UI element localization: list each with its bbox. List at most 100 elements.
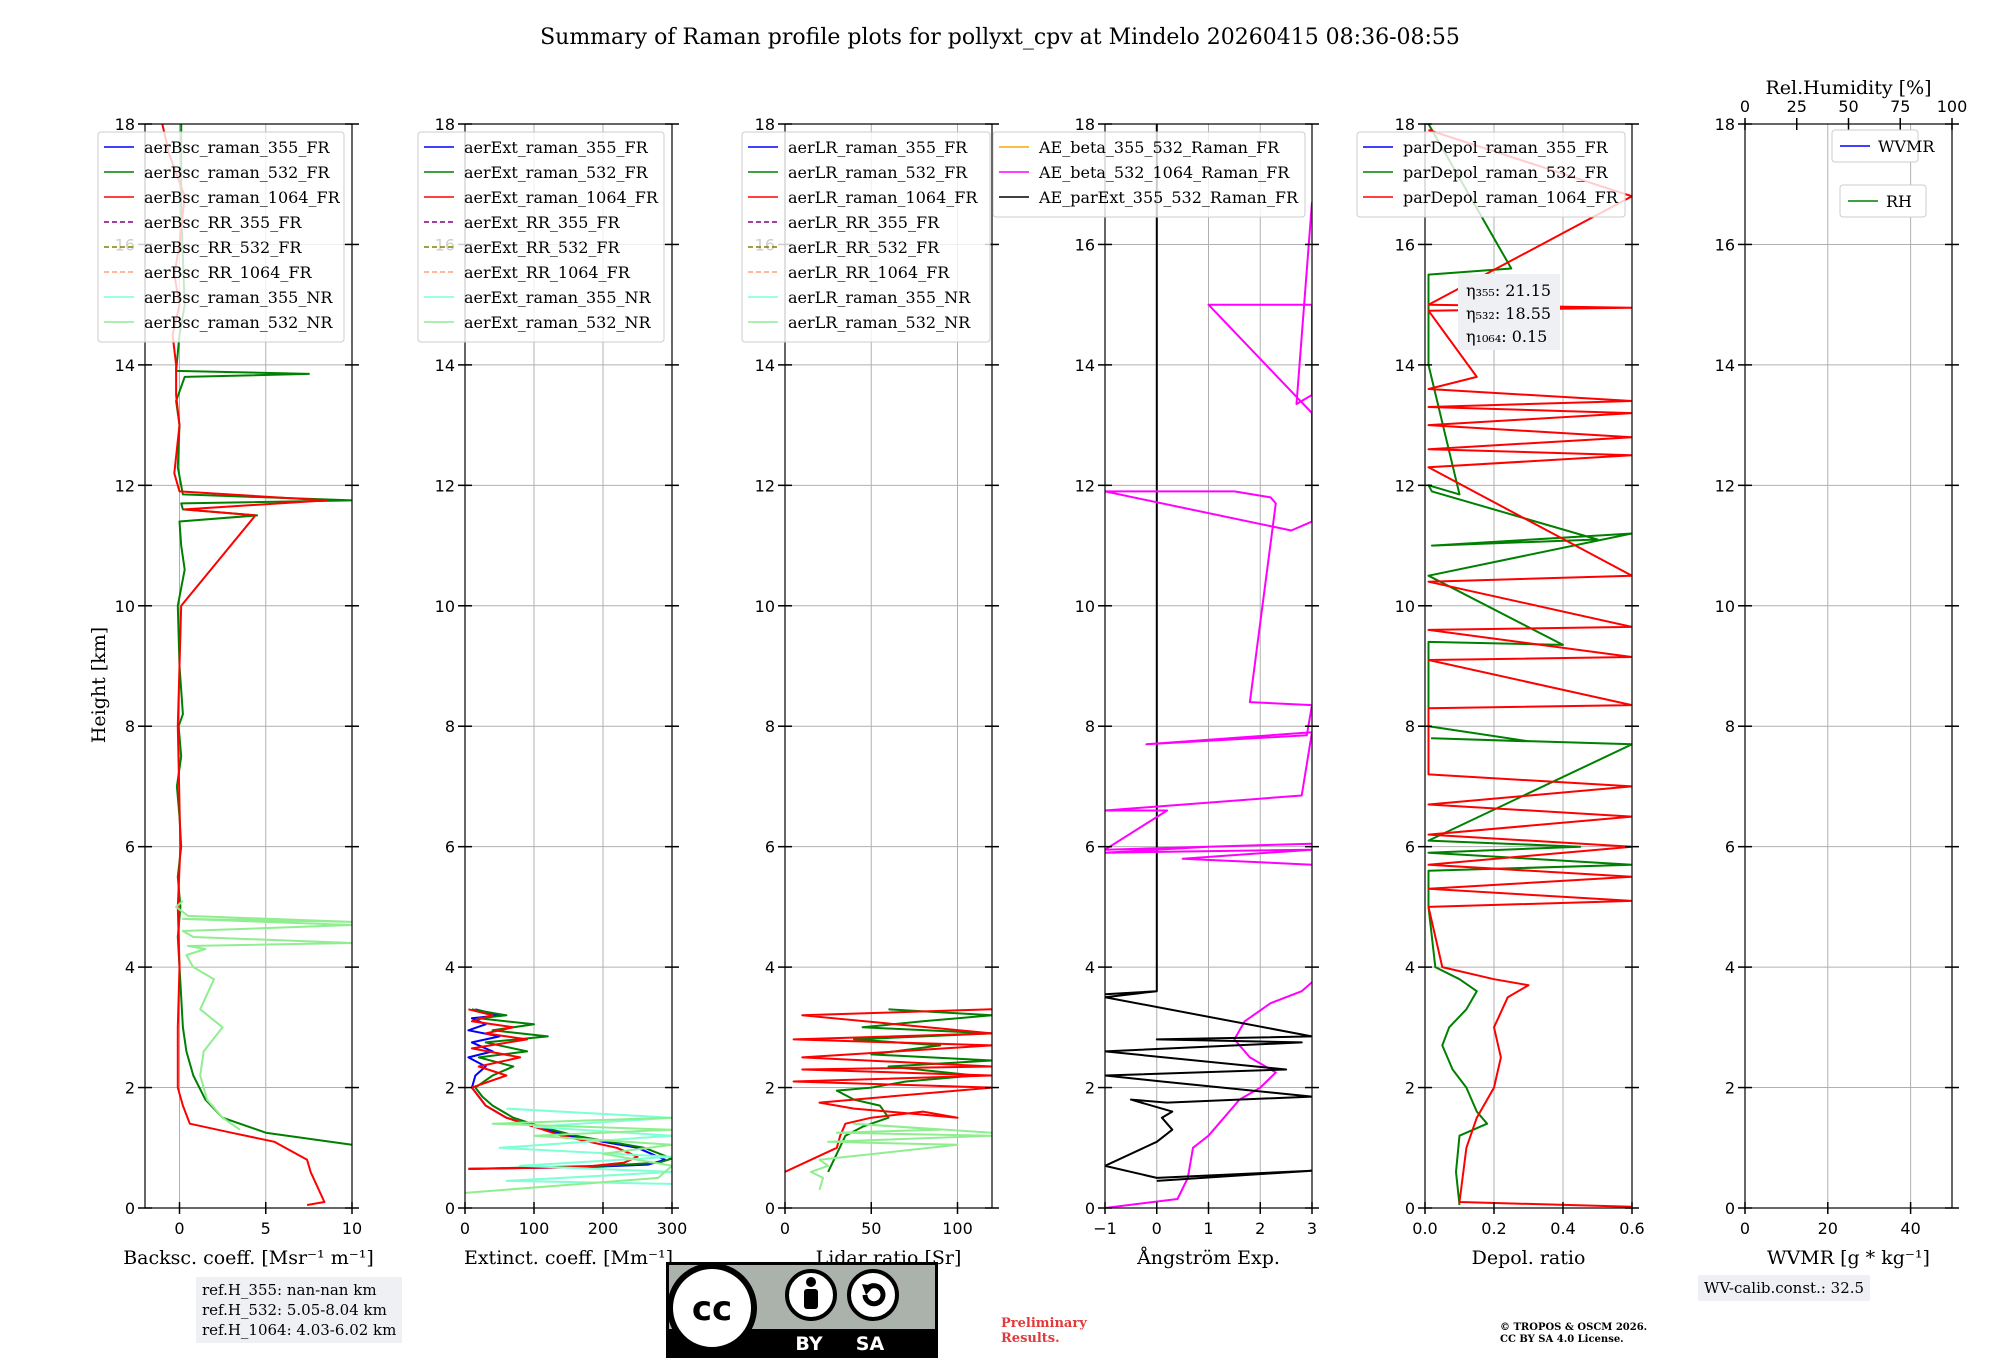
axes-frame xyxy=(1744,123,1953,1209)
legend-label: WVMR xyxy=(1878,137,1935,156)
x-tick-label: 0 xyxy=(174,1219,184,1238)
series-line-parDepol_raman_532_FR xyxy=(1427,124,1632,1206)
x-tick-label: 0 xyxy=(1740,1219,1750,1238)
x-tick-label: 5 xyxy=(261,1219,271,1238)
panel-extinction: 0246810121416180100200300Extinct. coeff.… xyxy=(417,115,688,1269)
x-tick-label: −1 xyxy=(1093,1219,1117,1238)
series-group xyxy=(1427,124,1632,1208)
legend-label: aerBsc_RR_532_FR xyxy=(144,238,302,257)
series-line-aerBsc_raman_532_FR xyxy=(175,124,352,1146)
x-tick-label: 50 xyxy=(861,1219,881,1238)
copyright-line-1: © TROPOS & OSCM 2026. xyxy=(1500,1322,1648,1333)
legend-label: aerLR_raman_532_NR xyxy=(788,313,971,332)
chart-title: Summary of Raman profile plots for polly… xyxy=(540,25,1460,50)
series-line-AE_beta_532_1064_Raman_FR_upper xyxy=(1105,202,1312,866)
x-tick-label: 300 xyxy=(657,1219,688,1238)
legend-label: aerLR_raman_355_NR xyxy=(788,288,971,307)
ref-h-1064: ref.H_1064: 4.03-6.02 km xyxy=(202,1321,397,1339)
x-tick-label: 10 xyxy=(342,1219,362,1238)
y-tick-label: 14 xyxy=(115,356,135,375)
y-tick-label: 4 xyxy=(445,958,455,977)
series-line-parDepol_raman_1064_FR xyxy=(1427,129,1632,1208)
x2-tick-label: 0 xyxy=(1740,97,1750,116)
y-tick-label: 8 xyxy=(765,717,775,736)
legend-label: aerExt_raman_532_NR xyxy=(464,313,652,332)
series-line-aerLR_raman_532_NR xyxy=(809,1122,992,1191)
legend-label: aerBsc_raman_532_FR xyxy=(144,163,330,182)
y-tick-label: 6 xyxy=(1725,838,1735,857)
series-line-aerExt_raman_355_FR xyxy=(467,1008,667,1170)
y-tick-label: 18 xyxy=(1075,115,1095,134)
legend-label: aerLR_RR_355_FR xyxy=(788,213,940,232)
x-axis-label: Depol. ratio xyxy=(1472,1247,1586,1269)
legend-label: aerExt_raman_355_FR xyxy=(464,138,649,157)
legend-label: aerExt_raman_1064_FR xyxy=(464,188,659,207)
x-tick-label: 0.6 xyxy=(1619,1219,1644,1238)
x-tick-label: 20 xyxy=(1818,1219,1838,1238)
x-tick-label: 0 xyxy=(460,1219,470,1238)
x-tick-label: 1 xyxy=(1203,1219,1213,1238)
cc-logo-icon xyxy=(667,1263,757,1353)
y-tick-label: 2 xyxy=(765,1079,775,1098)
series-line-aerExt_raman_532_FR xyxy=(468,1008,672,1170)
y-tick-label: 2 xyxy=(445,1079,455,1098)
y-tick-label: 4 xyxy=(1085,958,1095,977)
legend-label: aerLR_RR_532_FR xyxy=(788,238,940,257)
y-tick-label: 12 xyxy=(115,476,135,495)
sa-icon-arc xyxy=(862,1283,886,1307)
y-tick-label: 18 xyxy=(1715,115,1735,134)
legend-label: parDepol_raman_355_FR xyxy=(1403,138,1609,157)
y-tick-label: 10 xyxy=(755,597,775,616)
y-tick-label: 6 xyxy=(765,838,775,857)
y-tick-label: 6 xyxy=(1405,838,1415,857)
series-line-aerExt_raman_532_NR xyxy=(465,1116,672,1194)
y-tick-label: 2 xyxy=(1405,1079,1415,1098)
series-line-aerExt_raman_355_NR xyxy=(498,1107,672,1185)
x2-tick-label: 50 xyxy=(1838,97,1858,116)
x-tick-label: 3 xyxy=(1307,1219,1317,1238)
y-tick-label: 10 xyxy=(1715,597,1735,616)
legend-box xyxy=(1831,129,1919,163)
y-tick-label: 14 xyxy=(755,356,775,375)
y-tick-label: 6 xyxy=(445,838,455,857)
y-tick-label: 16 xyxy=(1075,235,1095,254)
legend-label: parDepol_raman_1064_FR xyxy=(1403,188,1619,207)
x2-tick-label: 100 xyxy=(1937,97,1968,116)
y-axis-label: Height [km] xyxy=(88,627,110,743)
series-group xyxy=(785,1008,992,1191)
y-tick-label: 6 xyxy=(1085,838,1095,857)
y-tick-label: 12 xyxy=(1075,476,1095,495)
y-tick-label: 2 xyxy=(1725,1079,1735,1098)
y-tick-label: 2 xyxy=(125,1079,135,1098)
legend-box xyxy=(1839,184,1927,218)
y-tick-label: 16 xyxy=(1715,235,1735,254)
y-tick-label: 10 xyxy=(1075,597,1095,616)
wv-calibration-box: WV-calib.const.: 32.5 xyxy=(1698,1275,1871,1301)
x-tick-label: 0 xyxy=(780,1219,790,1238)
series-line-aerLR_raman_1064_FR xyxy=(785,1008,992,1173)
legend-label: aerExt_RR_1064_FR xyxy=(464,263,631,282)
legend-label: aerExt_raman_355_NR xyxy=(464,288,652,307)
legend-label: aerLR_raman_532_FR xyxy=(788,163,968,182)
x-axis-label: Extinct. coeff. [Mm⁻¹] xyxy=(464,1247,673,1269)
y-tick-label: 2 xyxy=(1085,1079,1095,1098)
y-tick-label: 4 xyxy=(125,958,135,977)
preliminary-notice: Preliminary Results. xyxy=(1001,1316,1087,1346)
y-tick-label: 16 xyxy=(1395,235,1415,254)
cc-logo-text: cc xyxy=(692,1289,732,1329)
legend-label: aerLR_RR_1064_FR xyxy=(788,263,950,282)
x-tick-label: 0 xyxy=(1152,1219,1162,1238)
axes-frame xyxy=(464,123,673,1209)
axes-frame xyxy=(144,123,353,1209)
y-tick-label: 18 xyxy=(435,115,455,134)
legend-label: aerBsc_raman_355_NR xyxy=(144,288,333,307)
copyright-notice: © TROPOS & OSCM 2026. CC BY SA 4.0 Licen… xyxy=(1500,1322,1647,1346)
legend-label: aerLR_raman_355_FR xyxy=(788,138,968,157)
eta-annotation: η₁₀₆₄: 0.15 xyxy=(1466,327,1547,346)
series-group xyxy=(465,1008,672,1194)
cc-by-sa-license-badge: cc BY SA xyxy=(666,1262,938,1358)
y-tick-label: 18 xyxy=(755,115,775,134)
x2-tick-label: 25 xyxy=(1787,97,1807,116)
legend-box xyxy=(992,131,1306,218)
